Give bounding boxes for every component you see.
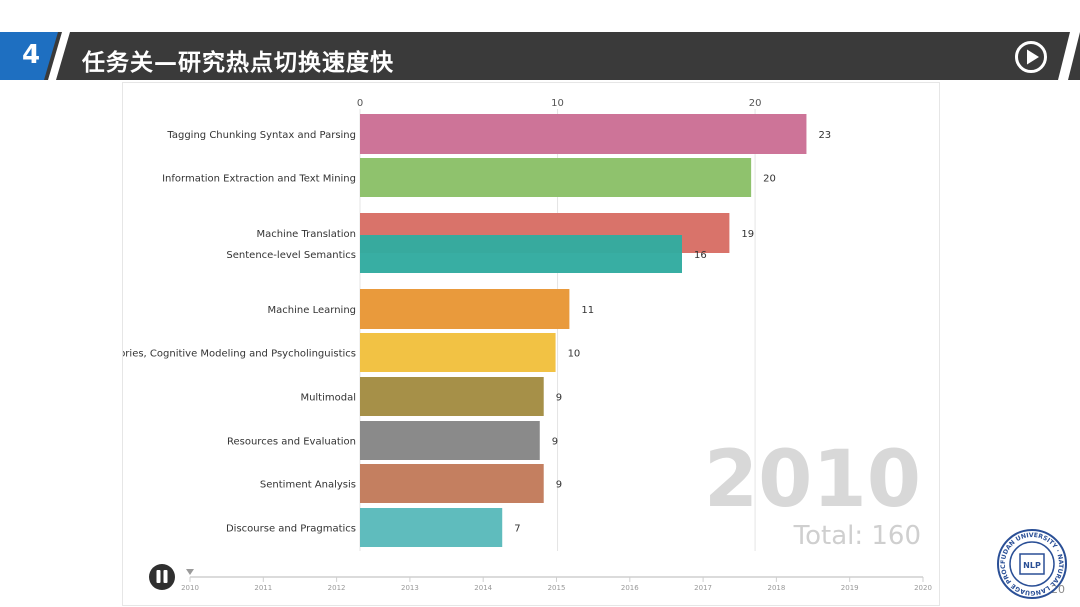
timeline-tick-label: 2015 xyxy=(548,584,566,592)
value-label: 9 xyxy=(556,393,562,404)
section-number-badge: 4 xyxy=(0,32,70,80)
value-label: 9 xyxy=(552,437,558,448)
fudan-nlp-logo: FUDAN UNIVERSITY · NATURAL LANGUAGE PROC… xyxy=(996,520,1067,599)
timeline-tick-label: 2019 xyxy=(841,584,859,592)
value-label: 10 xyxy=(568,349,581,360)
bar xyxy=(360,377,544,416)
timeline-marker xyxy=(186,569,194,575)
year-label: 2010 xyxy=(704,435,921,525)
category-label: Tagging Chunking Syntax and Parsing xyxy=(166,130,356,141)
bar xyxy=(360,114,807,154)
timeline-tick-label: 2013 xyxy=(401,584,419,592)
total-label: Total: 160 xyxy=(793,521,921,551)
value-label: 16 xyxy=(694,250,707,261)
bar xyxy=(360,508,503,547)
timeline-tick-label: 2017 xyxy=(694,584,712,592)
value-label: 11 xyxy=(581,305,594,316)
category-label: Sentence-level Semantics xyxy=(226,250,356,261)
x-tick-label: 0 xyxy=(357,98,363,109)
value-label: 9 xyxy=(556,480,562,491)
bar xyxy=(360,158,752,197)
section-number: 4 xyxy=(22,40,41,70)
header-bar xyxy=(0,32,1080,80)
category-label: ories, Cognitive Modeling and Psycholing… xyxy=(123,349,356,360)
value-label: 20 xyxy=(763,174,776,185)
pause-button[interactable] xyxy=(149,564,175,590)
header-slash-decoration xyxy=(1058,32,1080,80)
bar xyxy=(360,421,540,460)
pause-icon xyxy=(163,570,168,583)
timeline-tick-label: 2010 xyxy=(181,584,199,592)
value-label: 23 xyxy=(818,130,831,141)
page-number: 20 xyxy=(1051,583,1065,596)
bar xyxy=(360,333,556,372)
category-label: Multimodal xyxy=(300,393,356,404)
category-label: Machine Translation xyxy=(256,229,356,240)
category-label: Sentiment Analysis xyxy=(260,480,356,491)
bar xyxy=(360,289,570,329)
timeline-tick-label: 2011 xyxy=(254,584,272,592)
category-label: Discourse and Pragmatics xyxy=(226,524,356,535)
pause-icon xyxy=(156,570,161,583)
timeline-tick-label: 2018 xyxy=(767,584,785,592)
slide-title: 任务关—研究热点切换速度快 xyxy=(82,50,394,76)
bar xyxy=(360,235,682,273)
value-label: 19 xyxy=(741,229,754,240)
bar xyxy=(360,464,544,503)
timeline-tick-label: 2014 xyxy=(474,584,492,592)
value-label: 7 xyxy=(514,524,520,535)
timeline-tick-label: 2012 xyxy=(328,584,346,592)
bar-chart-race: 0 10 20 2010 Total: 160 Tagging Chunking Synt… xyxy=(122,82,940,606)
category-label: Information Extraction and Text Mining xyxy=(162,174,356,185)
category-label: Machine Learning xyxy=(268,305,356,316)
category-label: Resources and Evaluation xyxy=(227,437,356,448)
svg-text:NLP: NLP xyxy=(1023,561,1041,570)
x-tick-label: 20 xyxy=(749,98,762,109)
timeline-tick-label: 2016 xyxy=(621,584,639,592)
x-tick-label: 10 xyxy=(551,98,564,109)
play-icon[interactable] xyxy=(1014,40,1048,74)
timeline-tick-label: 2020 xyxy=(914,584,932,592)
